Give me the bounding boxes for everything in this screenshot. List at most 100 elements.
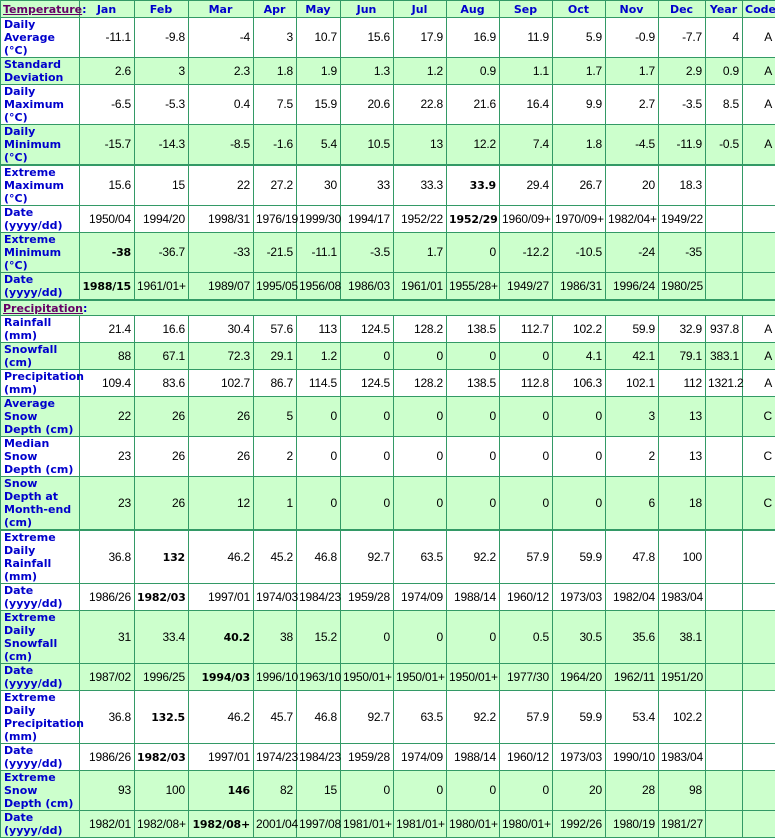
precipitation-section-row: Precipitation: [1,300,775,316]
cell-mar: 1989/07 [189,273,254,301]
cell-oct: 1973/03 [553,744,606,771]
cell-sep: 0 [500,343,553,370]
row-label: Extreme Minimum (°C) [1,233,80,273]
cell-apr: 5 [254,397,297,437]
cell-mar: 26 [189,437,254,477]
cell-sep: 0 [500,397,553,437]
cell-oct: 1986/31 [553,273,606,301]
cell-sep: 112.7 [500,316,553,343]
header-row: Temperature: JanFebMarAprMayJunJulAugSep… [1,1,775,18]
cell-oct: 5.9 [553,18,606,58]
cell-mar: 12 [189,477,254,531]
cell-apr: 7.5 [254,85,297,125]
cell-code [743,771,775,811]
column-header-sep: Sep [500,1,553,18]
cell-oct: 9.9 [553,85,606,125]
cell-feb: 100 [135,771,189,811]
cell-jan: 36.8 [80,691,135,744]
cell-feb: 1994/20 [135,206,189,233]
cell-oct: 0 [553,397,606,437]
cell-jun: 33 [341,165,394,206]
column-header-jan: Jan [80,1,135,18]
cell-nov: 53.4 [606,691,659,744]
precipitation-link[interactable]: Precipitation [3,302,83,315]
cell-mar: -4 [189,18,254,58]
cell-nov: 1.7 [606,58,659,85]
cell-apr: 29.1 [254,343,297,370]
row-label: Date (yyyy/dd) [1,811,80,838]
row-label: Date (yyyy/dd) [1,744,80,771]
cell-sep: 1.1 [500,58,553,85]
cell-jan: -6.5 [80,85,135,125]
cell-sep: 16.4 [500,85,553,125]
cell-may: 1997/08 [297,811,341,838]
cell-jul: 0 [394,343,447,370]
cell-jul: 1981/01+ [394,811,447,838]
cell-mar: 1982/08+ [189,811,254,838]
cell-apr: 1974/03 [254,584,297,611]
cell-jan: 1986/26 [80,584,135,611]
cell-feb: -14.3 [135,125,189,166]
cell-may: 0 [297,477,341,531]
cell-code: C [743,477,775,531]
cell-aug: 92.2 [447,530,500,584]
cell-sep: 0 [500,437,553,477]
cell-dec: -3.5 [659,85,706,125]
cell-feb: -5.3 [135,85,189,125]
temperature-section-header: Temperature: [1,1,80,18]
cell-year [706,664,743,691]
cell-mar: 46.2 [189,530,254,584]
cell-jul: 0 [394,437,447,477]
cell-jun: -3.5 [341,233,394,273]
cell-year [706,611,743,664]
cell-jan: 1986/26 [80,744,135,771]
cell-sep: 11.9 [500,18,553,58]
cell-jan: 88 [80,343,135,370]
cell-jul: 0 [394,771,447,811]
cell-sep: 57.9 [500,691,553,744]
cell-dec: 1981/27 [659,811,706,838]
cell-feb: 132 [135,530,189,584]
column-header-aug: Aug [447,1,500,18]
cell-mar: 2.3 [189,58,254,85]
precipitation-section-header: Precipitation: [1,300,775,316]
cell-apr: 57.6 [254,316,297,343]
cell-nov: 1996/24 [606,273,659,301]
row-label: Date (yyyy/dd) [1,664,80,691]
cell-may: 1956/08 [297,273,341,301]
cell-sep: 57.9 [500,530,553,584]
cell-jan: 31 [80,611,135,664]
cell-code: C [743,437,775,477]
cell-aug: 0 [447,437,500,477]
cell-apr: 86.7 [254,370,297,397]
cell-feb: 26 [135,437,189,477]
cell-may: 1.9 [297,58,341,85]
cell-code [743,664,775,691]
cell-aug: 1980/01+ [447,811,500,838]
cell-may: -11.1 [297,233,341,273]
cell-year [706,771,743,811]
cell-code: A [743,18,775,58]
cell-may: 30 [297,165,341,206]
cell-jul: 0 [394,477,447,531]
cell-apr: 1974/23 [254,744,297,771]
cell-jun: 0 [341,437,394,477]
cell-may: 1984/23 [297,584,341,611]
cell-aug: 1952/29 [447,206,500,233]
cell-aug: 0.9 [447,58,500,85]
row-label: Extreme Snow Depth (cm) [1,771,80,811]
cell-nov: 35.6 [606,611,659,664]
cell-year [706,206,743,233]
cell-year [706,530,743,584]
cell-jun: 1994/17 [341,206,394,233]
temperature-link[interactable]: Temperature [3,3,82,16]
cell-aug: 138.5 [447,370,500,397]
cell-jul: 0 [394,611,447,664]
cell-nov: 59.9 [606,316,659,343]
cell-sep: 0 [500,771,553,811]
cell-code: A [743,58,775,85]
cell-oct: 1992/26 [553,811,606,838]
cell-year: 4 [706,18,743,58]
